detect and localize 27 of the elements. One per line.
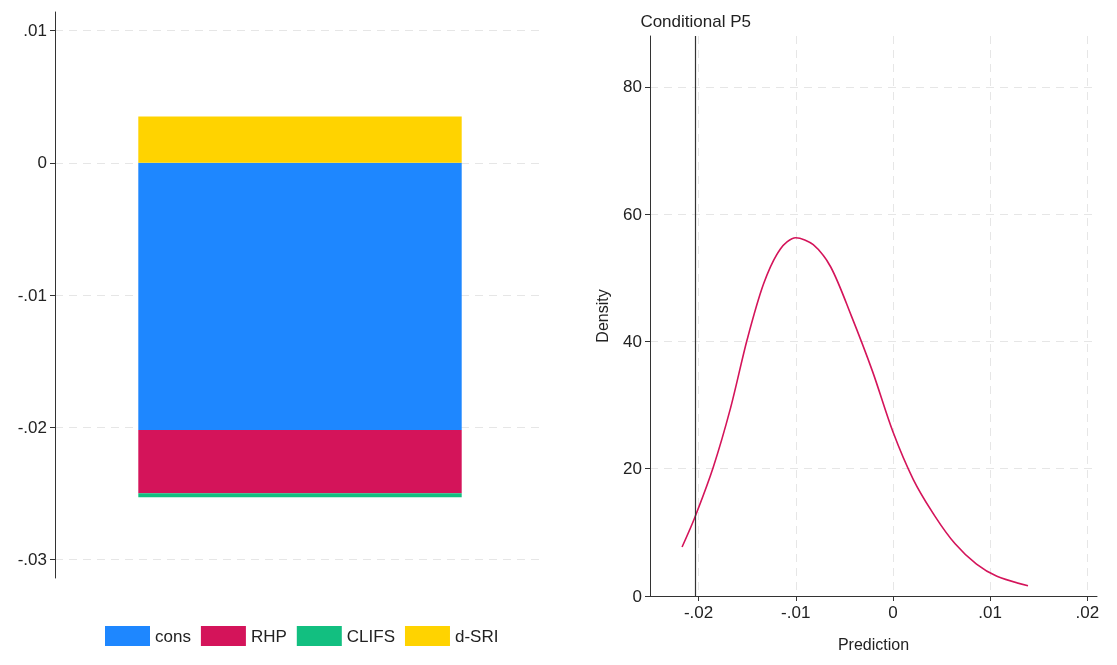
y-tick-label: .01 xyxy=(23,21,47,41)
x-tick-label: .02 xyxy=(1075,603,1100,622)
x-tick-label: -.01 xyxy=(781,603,811,622)
x-axis-title: Prediction xyxy=(837,635,910,653)
x-tick-label: -.02 xyxy=(683,603,714,622)
y-tick-label: 20 xyxy=(623,459,642,479)
y-tick-label: -.01 xyxy=(17,285,47,305)
legend-label: cons xyxy=(155,626,191,646)
y-tick-label: -.02 xyxy=(17,417,47,437)
y-tick-label: 60 xyxy=(623,204,642,224)
bar xyxy=(138,493,462,498)
y-tick-label: 0 xyxy=(632,586,642,606)
x-tick-label: .01 xyxy=(978,603,1002,622)
legend-label: CLIFS xyxy=(346,626,395,646)
y-tick-label: -.03 xyxy=(17,549,47,569)
bar xyxy=(138,116,462,163)
legend-label: RHP xyxy=(250,626,287,646)
bar xyxy=(138,429,462,494)
ref-line-label: Conditional P5 xyxy=(640,12,751,31)
y-tick-label: 80 xyxy=(623,77,642,97)
y-tick-label: 40 xyxy=(623,331,642,351)
line-series xyxy=(681,236,1029,587)
x-tick-label: 0 xyxy=(888,603,898,622)
y-axis-title: Density xyxy=(593,289,611,343)
legend-label: d-SRI xyxy=(454,626,499,646)
bar xyxy=(138,162,462,430)
y-tick-label: 0 xyxy=(37,153,47,173)
